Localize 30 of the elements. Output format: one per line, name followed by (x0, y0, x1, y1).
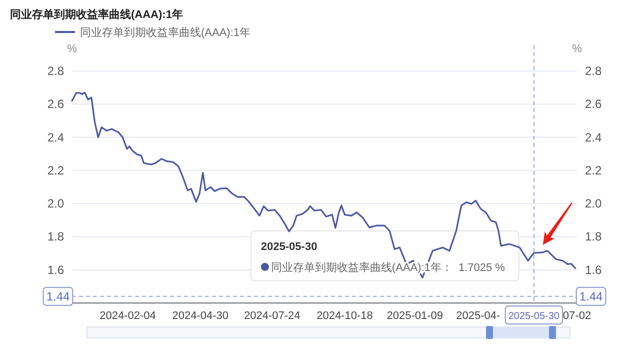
x-tick-label: 2024-02-04 (100, 310, 156, 322)
ref-line-label: 2025-05-30 (508, 311, 560, 322)
y-tick-label: 2.6 (47, 97, 64, 112)
text: 1.44 (579, 289, 603, 304)
y2-tick-label: 2.0 (585, 196, 602, 211)
y-tick-label: 2.4 (47, 130, 64, 144)
chart-title: 同业存单到期收益率曲线(AAA):1年 (10, 8, 183, 21)
y2-tick-label: 2.8 (585, 64, 602, 78)
y2-tick-label: 2.2 (585, 163, 602, 178)
y2-tick-label: 1.6 (585, 262, 602, 277)
x-tick-label: 2024-04-30 (172, 310, 228, 322)
x-tick-label: 07-02 (562, 310, 592, 322)
annotation: 2025-05-30 (260, 240, 318, 253)
legend-label: 同业存单到期收益率曲线(AAA):1年 (80, 26, 251, 39)
x-tick-label: 2025-01-09 (386, 310, 443, 322)
y2-tick-label: 2.4 (585, 130, 602, 144)
x-tick-label: 2024-10-18 (316, 310, 373, 322)
annotation: 1.7025 % (458, 262, 506, 274)
y-tick-label: 2.0 (47, 196, 64, 211)
y-tick-label: 2.2 (47, 163, 64, 178)
y-tick-label: 2.8 (47, 64, 64, 78)
ref-line-label: 1.44 (46, 289, 70, 304)
y2-axis-title: % (572, 43, 582, 55)
y2-tick-label: 1.8 (585, 230, 602, 244)
y-axis-title: % (67, 43, 78, 55)
x-tick-label: 2024-07-24 (244, 310, 300, 322)
y-tick-label: 1.6 (47, 262, 64, 277)
y2-tick-label: 2.6 (585, 97, 602, 112)
x-tick-label: 2025-04- (456, 310, 501, 322)
y-tick-label: 1.8 (47, 230, 64, 244)
